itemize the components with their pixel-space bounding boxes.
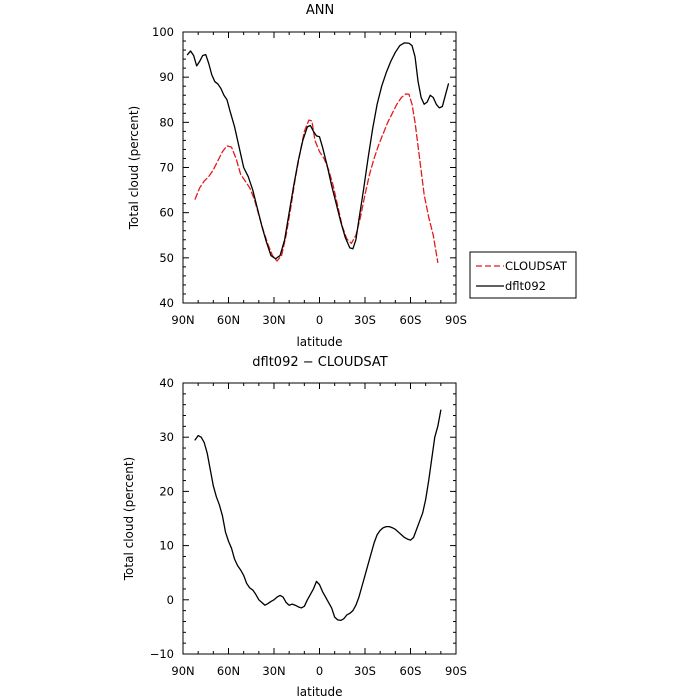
top-plot-frame [182,31,457,304]
top-panel: ANN 90N 60N 30N 0 30S 60S 90S 40 50 60 70 80 90 100 l… [127,3,467,349]
top-chart-title: ANN [306,3,334,18]
x-tick-label: 90S [445,664,467,678]
bottom-series-line-difference [194,409,442,622]
x-tick-label: 30N [262,664,285,678]
x-tick-label: 60S [400,313,422,327]
legend: CLOUDSAT dflt092 [469,251,577,299]
bottom-plot-frame [182,382,457,655]
x-tick-label: 60N [217,664,240,678]
legend-label-cloudsat: CLOUDSAT [505,259,568,273]
top-series-line-dflt092 [186,42,450,260]
y-tick-label: 70 [159,161,174,175]
y-tick-label: 80 [159,115,174,129]
top-y-axis-label: Total cloud (percent) [127,106,141,230]
x-tick-label: 90S [445,313,467,327]
x-tick-label: 30N [262,313,285,327]
bottom-x-axis-label: latitude [296,685,342,699]
x-tick-label: 60N [217,313,240,327]
bottom-panel: dflt092 − CLOUDSAT 90N 60N 30N 0 30S 60S 90S −1… [122,355,467,699]
x-tick-label: 0 [316,313,323,327]
y-tick-label: 40 [159,376,174,390]
top-x-axis-label: latitude [296,335,342,349]
bottom-ticks-group: 90N 60N 30N 0 30S 60S 90S −10 0 10 20 30 40 [150,376,467,678]
legend-box [469,251,577,299]
y-tick-label: 40 [159,296,174,310]
y-tick-label: 30 [159,430,174,444]
top-series-line-cloudsat [194,93,439,263]
bottom-chart-title: dflt092 − CLOUDSAT [252,355,387,370]
y-tick-label: −10 [150,647,174,661]
top-ticks-group: 90N 60N 30N 0 30S 60S 90S 40 50 60 70 80 90 100 [152,25,467,327]
x-tick-label: 60S [400,664,422,678]
x-tick-label: 30S [354,313,376,327]
x-tick-label: 30S [354,664,376,678]
x-tick-label: 90N [171,664,194,678]
y-tick-label: 100 [152,25,174,39]
top-series-group [186,42,450,263]
y-tick-label: 90 [159,70,174,84]
y-tick-label: 60 [159,206,174,220]
y-tick-label: 20 [159,484,174,498]
bottom-y-axis-label: Total cloud (percent) [122,457,136,581]
legend-label-dflt092: dflt092 [505,279,546,293]
bottom-series-group [194,409,442,622]
x-tick-label: 90N [171,313,194,327]
y-tick-label: 0 [167,593,174,607]
y-tick-label: 10 [159,539,174,553]
y-tick-label: 50 [159,251,174,265]
x-tick-label: 0 [316,664,323,678]
